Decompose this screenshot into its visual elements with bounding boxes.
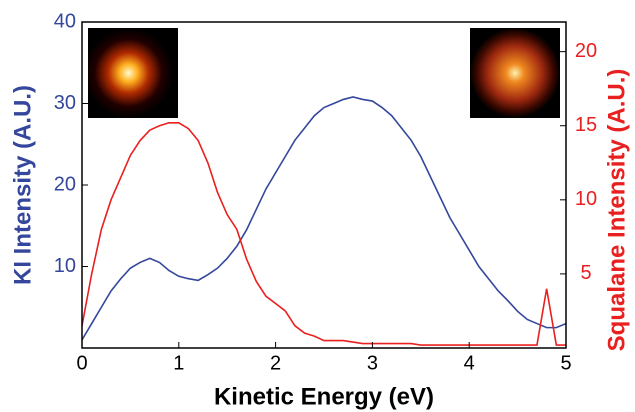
x-axis-label: Kinetic Energy (eV) <box>214 383 434 410</box>
inset-image <box>470 28 560 118</box>
y-tick-label: 20 <box>54 173 76 195</box>
y-tick-label: 30 <box>54 92 76 114</box>
y2-tick-label: 20 <box>575 40 597 62</box>
y2-tick-label: 10 <box>575 188 597 210</box>
y-axis-label: KI Intensity (A.U.) <box>9 85 36 285</box>
x-tick-label: 1 <box>173 352 184 374</box>
y2-tick-label: 15 <box>575 114 597 136</box>
data-line <box>82 97 566 340</box>
y2-axis-label: Squalane Intensity (A.U.) <box>603 69 630 352</box>
x-tick-label: 2 <box>270 352 281 374</box>
chart: Kinetic Energy (eV) KI Intensity (A.U.) … <box>0 0 635 412</box>
y-tick-label: 40 <box>54 10 76 32</box>
x-tick-label: 3 <box>367 352 378 374</box>
data-line <box>82 123 566 345</box>
inset-image <box>88 28 178 118</box>
y-tick-label: 10 <box>54 255 76 277</box>
y2-tick-label: 5 <box>580 262 591 284</box>
x-tick-label: 0 <box>76 352 87 374</box>
x-tick-label: 4 <box>464 352 475 374</box>
x-tick-label: 5 <box>560 352 571 374</box>
